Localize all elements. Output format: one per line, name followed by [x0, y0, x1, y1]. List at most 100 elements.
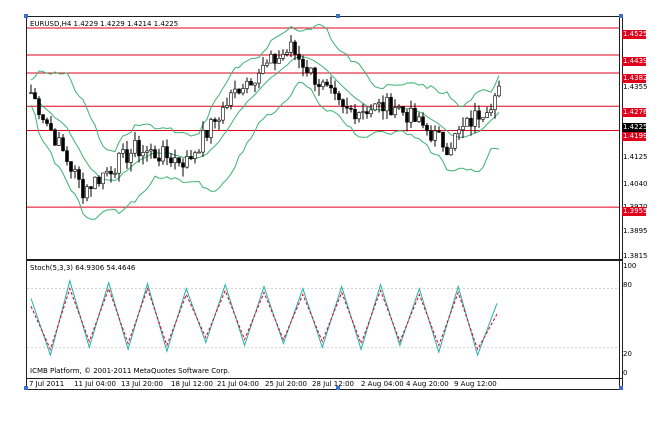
time-tick: 11 Jul 04:00: [74, 380, 116, 388]
candlestick: [241, 83, 245, 96]
candlestick: [57, 131, 61, 147]
candlestick: [381, 95, 385, 120]
candlestick: [297, 45, 301, 69]
candlestick: [221, 101, 225, 124]
selection-handle[interactable]: [619, 14, 623, 18]
selection-handle[interactable]: [336, 14, 340, 18]
candlestick: [205, 129, 209, 142]
candlestick: [49, 116, 53, 132]
candlestick: [125, 141, 129, 169]
time-tick: 21 Jul 04:00: [217, 380, 259, 388]
candlestick: [289, 35, 293, 58]
candlestick: [93, 176, 97, 190]
candlestick: [229, 89, 233, 110]
candlestick: [265, 59, 269, 68]
price-chart-panel[interactable]: [27, 17, 620, 259]
candlestick: [353, 104, 357, 125]
selection-handle[interactable]: [336, 386, 340, 390]
candlestick: [101, 172, 105, 190]
candlestick: [497, 80, 501, 98]
copyright-label: ICMB Platform, © 2001-2011 MetaQuotes So…: [30, 367, 230, 375]
candlestick: [261, 56, 265, 75]
time-tick: 18 Jul 12:00: [171, 380, 213, 388]
candlestick: [61, 133, 65, 152]
candlestick: [129, 148, 133, 172]
candlestick: [405, 109, 409, 132]
candlestick: [433, 125, 437, 147]
stochastic-panel[interactable]: [27, 261, 620, 378]
candlestick: [389, 93, 393, 116]
candlestick: [309, 67, 313, 75]
candlestick: [465, 116, 469, 127]
time-tick: 2 Aug 04:00: [361, 380, 404, 388]
candlestick: [477, 105, 481, 128]
price-level-tag[interactable]: 1.4199: [622, 132, 648, 141]
time-tick: 9 Aug 12:00: [454, 380, 497, 388]
candlestick: [377, 98, 381, 113]
candlestick: [177, 157, 181, 167]
chart-window[interactable]: [26, 16, 623, 390]
candlestick: [105, 167, 109, 177]
price-level-tag[interactable]: 1.4525: [622, 30, 648, 39]
candlestick: [73, 165, 77, 179]
candlestick: [453, 132, 457, 152]
candlestick: [349, 105, 353, 113]
candlestick: [457, 125, 461, 141]
candlestick: [173, 149, 177, 170]
selection-handle[interactable]: [24, 386, 28, 390]
candlestick: [69, 161, 73, 179]
price-level-tag[interactable]: 1.4276: [622, 108, 648, 117]
candlestick: [37, 96, 41, 120]
price-level-tag[interactable]: 1.4382: [622, 74, 648, 83]
candlestick: [109, 166, 113, 183]
candlestick: [441, 131, 445, 152]
candlestick: [305, 59, 309, 77]
candlestick: [385, 93, 389, 119]
stochastic-main-line: [30, 278, 498, 357]
candlestick: [273, 53, 277, 71]
candlestick: [409, 100, 413, 128]
candlestick: [29, 84, 33, 94]
price-tick: 1.3895: [623, 227, 648, 235]
candlestick: [161, 140, 165, 165]
candlestick: [245, 77, 249, 94]
candlestick: [185, 150, 189, 169]
candlestick: [337, 90, 341, 106]
candlestick: [233, 80, 237, 99]
time-tick: 7 Jul 2011: [29, 380, 65, 388]
selection-handle[interactable]: [24, 14, 28, 18]
candlestick: [293, 39, 297, 61]
candlestick: [117, 152, 121, 182]
candlestick: [317, 78, 321, 96]
candlestick: [489, 103, 493, 117]
candlestick: [417, 112, 421, 124]
price-level-tag[interactable]: 1.3955: [622, 207, 648, 216]
candlestick: [401, 106, 405, 116]
price-level-tag[interactable]: 1.4439: [622, 57, 648, 66]
candlestick: [413, 103, 417, 123]
candlestick: [473, 102, 477, 134]
candlestick: [285, 49, 289, 57]
candlestick: [269, 50, 273, 64]
current-price-tag: 1.4225: [622, 123, 648, 132]
stochastic-signal-line: [30, 287, 498, 351]
candlestick: [213, 117, 217, 129]
candlestick: [45, 117, 49, 127]
bollinger-middle-band: [30, 56, 500, 182]
candlestick: [201, 121, 205, 157]
candlestick: [169, 153, 173, 167]
panel-divider[interactable]: [26, 259, 622, 261]
candlestick: [461, 117, 465, 139]
candlestick: [197, 149, 201, 154]
candlestick: [333, 80, 337, 101]
selection-handle[interactable]: [619, 386, 623, 390]
candlestick: [393, 99, 397, 119]
osc-tick: 100: [623, 262, 637, 270]
candlestick: [89, 186, 93, 197]
time-tick: 13 Jul 20:00: [121, 380, 163, 388]
candlestick: [253, 82, 257, 93]
candlestick: [133, 132, 137, 158]
osc-tick: 20: [623, 350, 632, 358]
candlestick: [397, 104, 401, 110]
candlestick: [181, 158, 185, 177]
